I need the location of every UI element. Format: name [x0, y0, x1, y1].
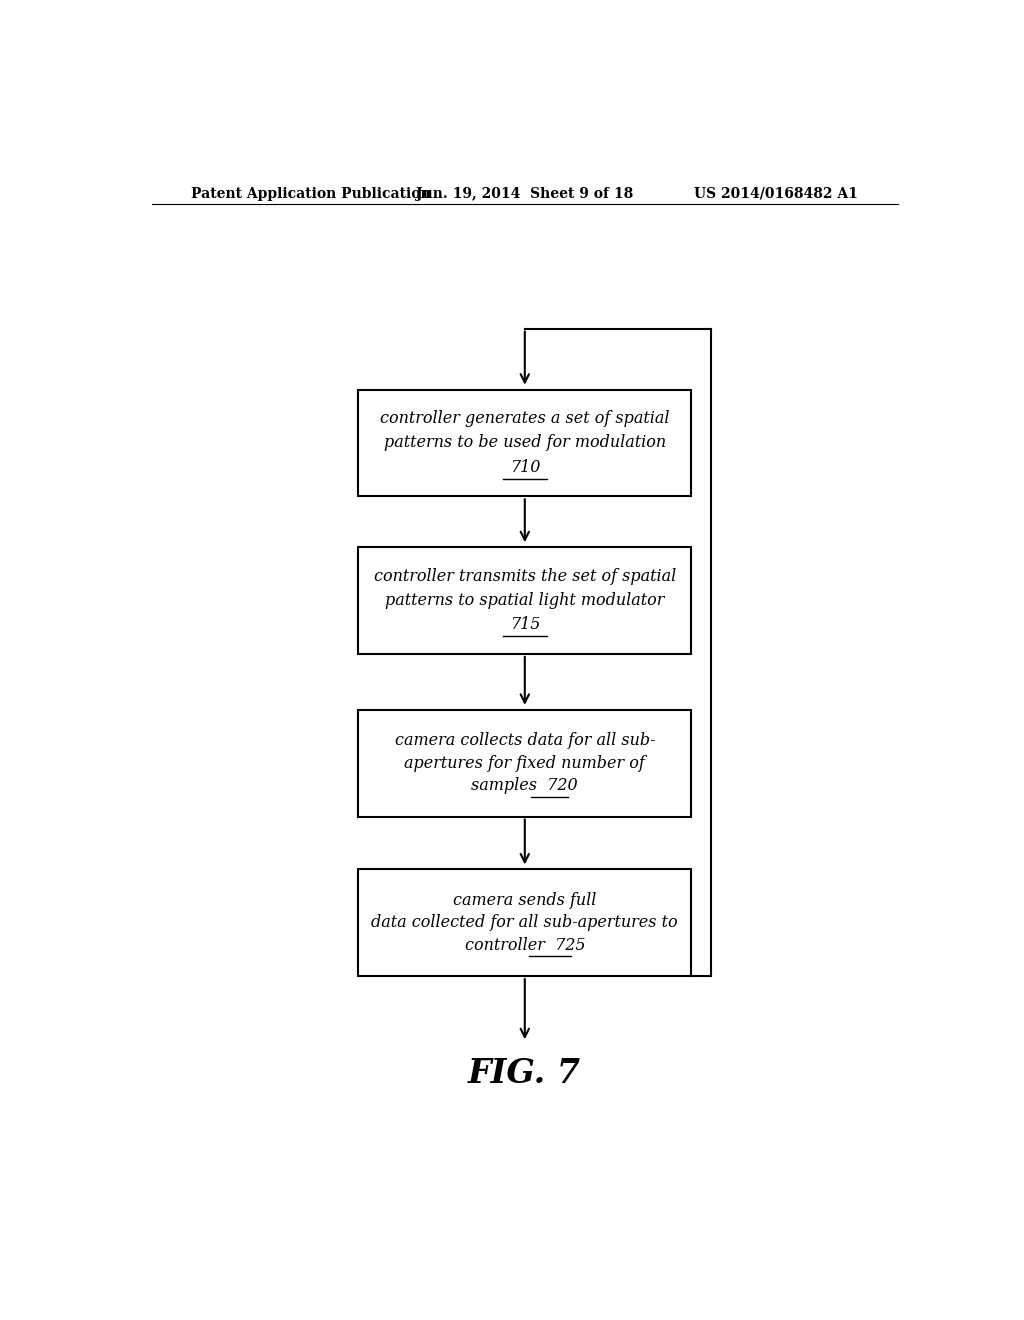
Text: camera collects data for all sub-: camera collects data for all sub- [394, 733, 655, 750]
Bar [358, 870, 691, 975]
Text: controller  725: controller 725 [465, 937, 585, 953]
Text: patterns to spatial light modulator: patterns to spatial light modulator [385, 593, 665, 609]
Bar [358, 548, 691, 653]
Text: FIG. 7: FIG. 7 [468, 1056, 582, 1090]
Text: apertures for fixed number of: apertures for fixed number of [404, 755, 645, 772]
Text: camera sends full: camera sends full [453, 892, 597, 909]
Bar [358, 710, 691, 817]
Text: Patent Application Publication: Patent Application Publication [191, 187, 431, 201]
Text: US 2014/0168482 A1: US 2014/0168482 A1 [694, 187, 858, 201]
Text: patterns to be used for modulation: patterns to be used for modulation [384, 434, 666, 451]
Bar [358, 389, 691, 496]
Text: samples  720: samples 720 [471, 777, 579, 795]
Text: data collected for all sub-apertures to: data collected for all sub-apertures to [372, 915, 678, 931]
Text: 710: 710 [510, 459, 540, 477]
Text: controller transmits the set of spatial: controller transmits the set of spatial [374, 568, 676, 585]
Text: 715: 715 [510, 616, 540, 634]
Text: Jun. 19, 2014  Sheet 9 of 18: Jun. 19, 2014 Sheet 9 of 18 [416, 187, 634, 201]
Text: controller generates a set of spatial: controller generates a set of spatial [380, 411, 670, 428]
